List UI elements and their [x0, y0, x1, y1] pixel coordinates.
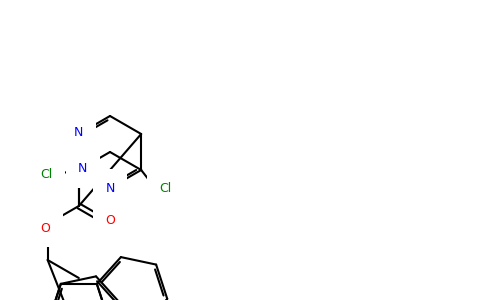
Text: O: O	[105, 214, 115, 226]
Text: Cl: Cl	[41, 167, 53, 181]
Text: O: O	[41, 221, 51, 235]
Text: N: N	[74, 127, 84, 140]
Text: N: N	[78, 163, 88, 176]
Text: N: N	[106, 182, 115, 194]
Text: Cl: Cl	[159, 182, 171, 194]
